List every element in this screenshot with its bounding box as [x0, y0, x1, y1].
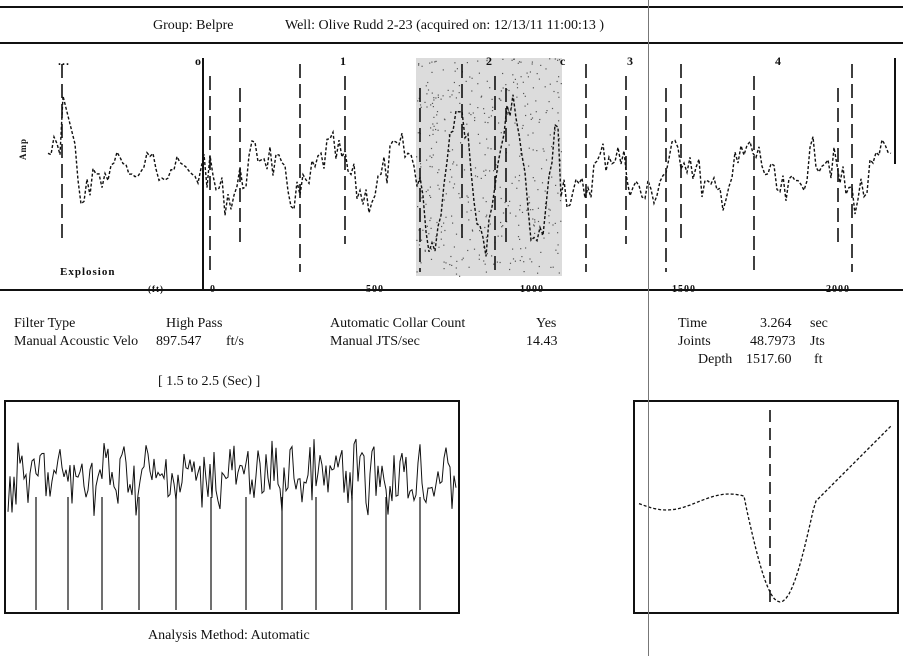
tick-top-2: c: [560, 54, 567, 68]
echo-trace-panel[interactable]: ... o 1 2 c 3 4 Amp Explosion (ft) 0 500…: [0, 44, 903, 296]
collar-markers: [61, 64, 853, 272]
time-tick-1: 1: [340, 54, 347, 68]
time-value: 3.264: [760, 316, 792, 331]
filter-type-value: High Pass: [166, 316, 223, 331]
depth-value: 1517.60: [746, 352, 792, 367]
jts-value: 14.43: [526, 334, 558, 349]
collar-count-label: Automatic Collar Count: [330, 316, 466, 331]
time-tick-4: 4: [775, 54, 782, 68]
acoustic-value: 897.547: [156, 334, 202, 349]
time-tick-2: 2: [486, 54, 493, 68]
collar-count-value: Yes: [536, 316, 557, 331]
filter-type-label: Filter Type: [14, 316, 76, 331]
depth-tick-500: 500: [366, 284, 384, 295]
acoustic-label: Manual Acoustic Velo: [14, 334, 139, 349]
depth-tick-0: 0: [210, 284, 216, 295]
analysis-method-label: Analysis Method: Automatic: [148, 628, 310, 643]
time-unit: sec: [810, 316, 828, 331]
depth-tick-2000: 2000: [826, 284, 850, 295]
group-label: Group: Belpre: [153, 18, 234, 33]
joints-label: Joints: [678, 334, 711, 349]
window-signal-line: [7, 438, 457, 516]
cursor-line: [648, 0, 649, 656]
depth-unit: ft: [814, 352, 823, 367]
unit-label: (ft): [148, 284, 164, 294]
tick-top-0: ...: [58, 54, 70, 68]
echo-trace-line: [47, 94, 892, 257]
window-signal-panel[interactable]: [4, 400, 460, 614]
selection-window: [416, 58, 562, 276]
time-tick-3: 3: [627, 54, 634, 68]
depth-tick-1000: 1000: [520, 284, 544, 295]
jts-label: Manual JTS/sec: [330, 334, 420, 349]
depth-tick-1500: 1500: [672, 284, 696, 295]
explosion-label: Explosion: [60, 266, 116, 278]
collar-waveform-plot[interactable]: [635, 402, 897, 612]
depth-label: Depth: [698, 352, 733, 367]
window-range-label: [ 1.5 to 2.5 (Sec) ]: [158, 374, 261, 389]
joints-value: 48.7973: [750, 334, 796, 349]
collar-spikes: [35, 497, 421, 610]
tick-top-1: o: [195, 54, 202, 68]
acoustic-unit: ft/s: [226, 334, 244, 349]
echo-trace-plot[interactable]: [0, 44, 903, 296]
time-label: Time: [678, 316, 708, 331]
well-label: Well: Olive Rudd 2-23 (acquired on: 12/1…: [285, 18, 605, 33]
joints-unit: Jts: [810, 334, 825, 349]
collar-waveform-panel[interactable]: [633, 400, 899, 614]
amp-axis-label: Amp: [18, 137, 28, 160]
title-bar: Group: Belpre Well: Olive Rudd 2-23 (acq…: [0, 6, 903, 44]
collar-waveform-line: [638, 425, 892, 603]
window-signal-plot[interactable]: [6, 402, 458, 612]
